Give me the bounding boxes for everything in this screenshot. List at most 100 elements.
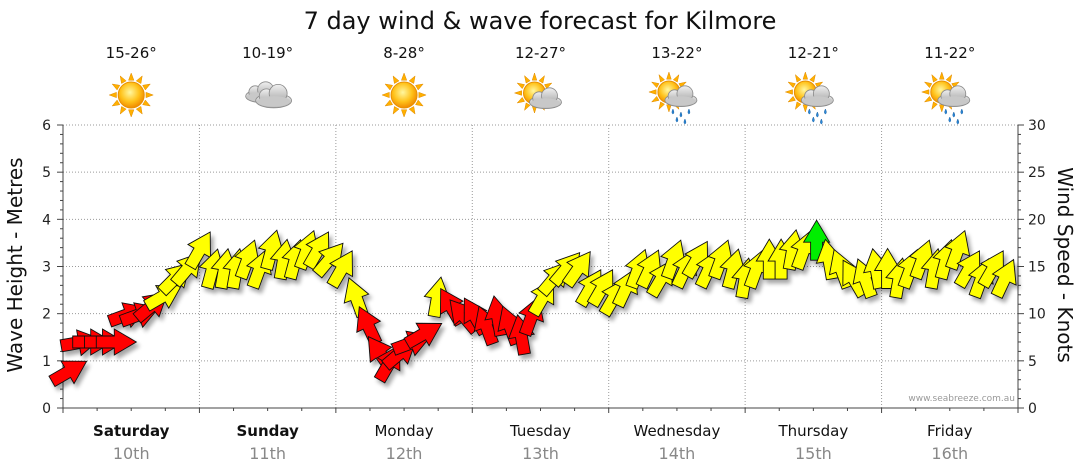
sun-ray — [119, 106, 127, 115]
wind-arrow-shape — [908, 239, 935, 281]
sun-ray — [108, 91, 117, 99]
rain-drop — [812, 116, 815, 123]
sun-showers-icon — [648, 71, 698, 125]
sun-ray — [418, 91, 427, 99]
sun-ray — [513, 90, 522, 96]
date-label: 10th — [113, 444, 150, 463]
sunny-icon — [381, 72, 427, 118]
sun-ray — [814, 81, 824, 89]
temperature-label: 15-26° — [106, 44, 157, 62]
sun-ray — [784, 89, 793, 95]
wind-arrow-shape — [707, 239, 734, 281]
y-tick-label-left: 1 — [42, 354, 51, 370]
rain-drop — [824, 108, 827, 115]
sun-ray — [392, 106, 400, 115]
wind-arrow-shape — [635, 249, 662, 290]
temperature-label: 12-27° — [515, 44, 566, 62]
sun-ray — [809, 73, 816, 83]
temperature-row: 15-26° 10-19° 8-28° 12-27° 13-22° 12-21° 11-22… — [106, 44, 976, 62]
sun-ray — [945, 73, 953, 83]
sun-ray — [111, 99, 121, 107]
sun-ray — [524, 74, 531, 84]
y-tick-label-left: 6 — [42, 118, 51, 134]
y-tick-label-right: 10 — [1028, 307, 1046, 323]
wind-arrow-shape — [343, 277, 370, 319]
sun-ray — [666, 71, 672, 80]
y-axis-right-title: Wind Speed - Knots — [1053, 167, 1077, 363]
wind-arrow — [95, 328, 138, 356]
rain-drop — [679, 111, 683, 118]
y-tick-label-right: 25 — [1028, 165, 1046, 181]
sun-ray — [802, 104, 809, 113]
sun-ray — [516, 82, 525, 90]
sun-ray — [135, 106, 143, 115]
weather-icon-row — [108, 71, 971, 125]
sun-ray — [939, 104, 945, 113]
wind-arrow — [707, 239, 734, 281]
partly-cloudy-icon — [513, 72, 562, 114]
sun-ray — [401, 109, 408, 118]
sun-ray — [658, 101, 665, 111]
date-label: 12th — [386, 444, 423, 463]
wind-arrow — [953, 250, 981, 290]
sun-ray — [923, 95, 933, 103]
wind-arrow — [48, 360, 88, 388]
axes: 0 1 2 3 4 5 6 0 5 10 15 20 25 30 — [42, 118, 1046, 417]
wind-arrow — [561, 251, 591, 289]
sun-ray — [524, 102, 531, 112]
sun-ray — [401, 72, 408, 81]
rain-drop — [960, 108, 964, 115]
y-tick-label-left: 0 — [42, 401, 51, 417]
y-tick-label-left: 2 — [42, 307, 51, 323]
day-label: Monday — [374, 422, 433, 440]
wind-arrow — [184, 231, 211, 271]
sun-ray — [538, 74, 545, 84]
sun-ray — [951, 81, 960, 89]
sun-ray — [939, 71, 945, 80]
sun-ray — [787, 81, 796, 89]
sun-ray — [145, 91, 154, 99]
rain-drop — [820, 118, 823, 125]
day-label: Tuesday — [509, 422, 571, 440]
wind-arrow-shape — [356, 305, 383, 347]
wind-arrow — [234, 239, 260, 281]
day-label: Friday — [927, 422, 973, 440]
date-label: 15th — [795, 444, 832, 463]
cloud-part — [257, 96, 290, 107]
sun-ray — [408, 75, 416, 84]
temperature-label: 8-28° — [383, 44, 425, 62]
wind-arrows — [48, 219, 1017, 388]
wind-arrow-shape — [326, 250, 353, 290]
sun-ray — [516, 96, 525, 104]
wind-arrow — [944, 229, 971, 271]
wind-arrow-shape — [953, 250, 981, 290]
sun-showers-icon — [784, 71, 834, 125]
day-label: Saturday — [93, 422, 170, 440]
sun-ray — [920, 89, 930, 95]
y-tick-label-left: 5 — [42, 165, 51, 181]
sun-ray — [381, 91, 390, 99]
wind-arrow — [257, 229, 285, 271]
sun-ray — [392, 75, 400, 84]
wind-arrow — [681, 240, 709, 280]
y-axis-left-title: Wave Height - Metres — [3, 157, 27, 372]
rain-drop — [952, 111, 956, 118]
cloud-part — [666, 96, 696, 106]
sun-ray — [384, 83, 394, 91]
wind-arrow-shape — [95, 328, 138, 356]
wind-arrow-shape — [586, 269, 614, 309]
wind-arrow — [908, 239, 935, 281]
rain-drop — [944, 108, 948, 115]
temperature-label: 12-21° — [788, 44, 839, 62]
sun-ray — [142, 99, 151, 107]
wind-arrow-shape — [561, 251, 591, 289]
sun-ray — [142, 83, 151, 91]
day-label: Sunday — [236, 422, 299, 440]
wind-arrow — [977, 250, 1004, 290]
wind-arrow — [343, 277, 370, 319]
wind-arrow — [635, 249, 662, 290]
sun-ray — [931, 73, 938, 83]
sun-ray — [128, 109, 135, 118]
